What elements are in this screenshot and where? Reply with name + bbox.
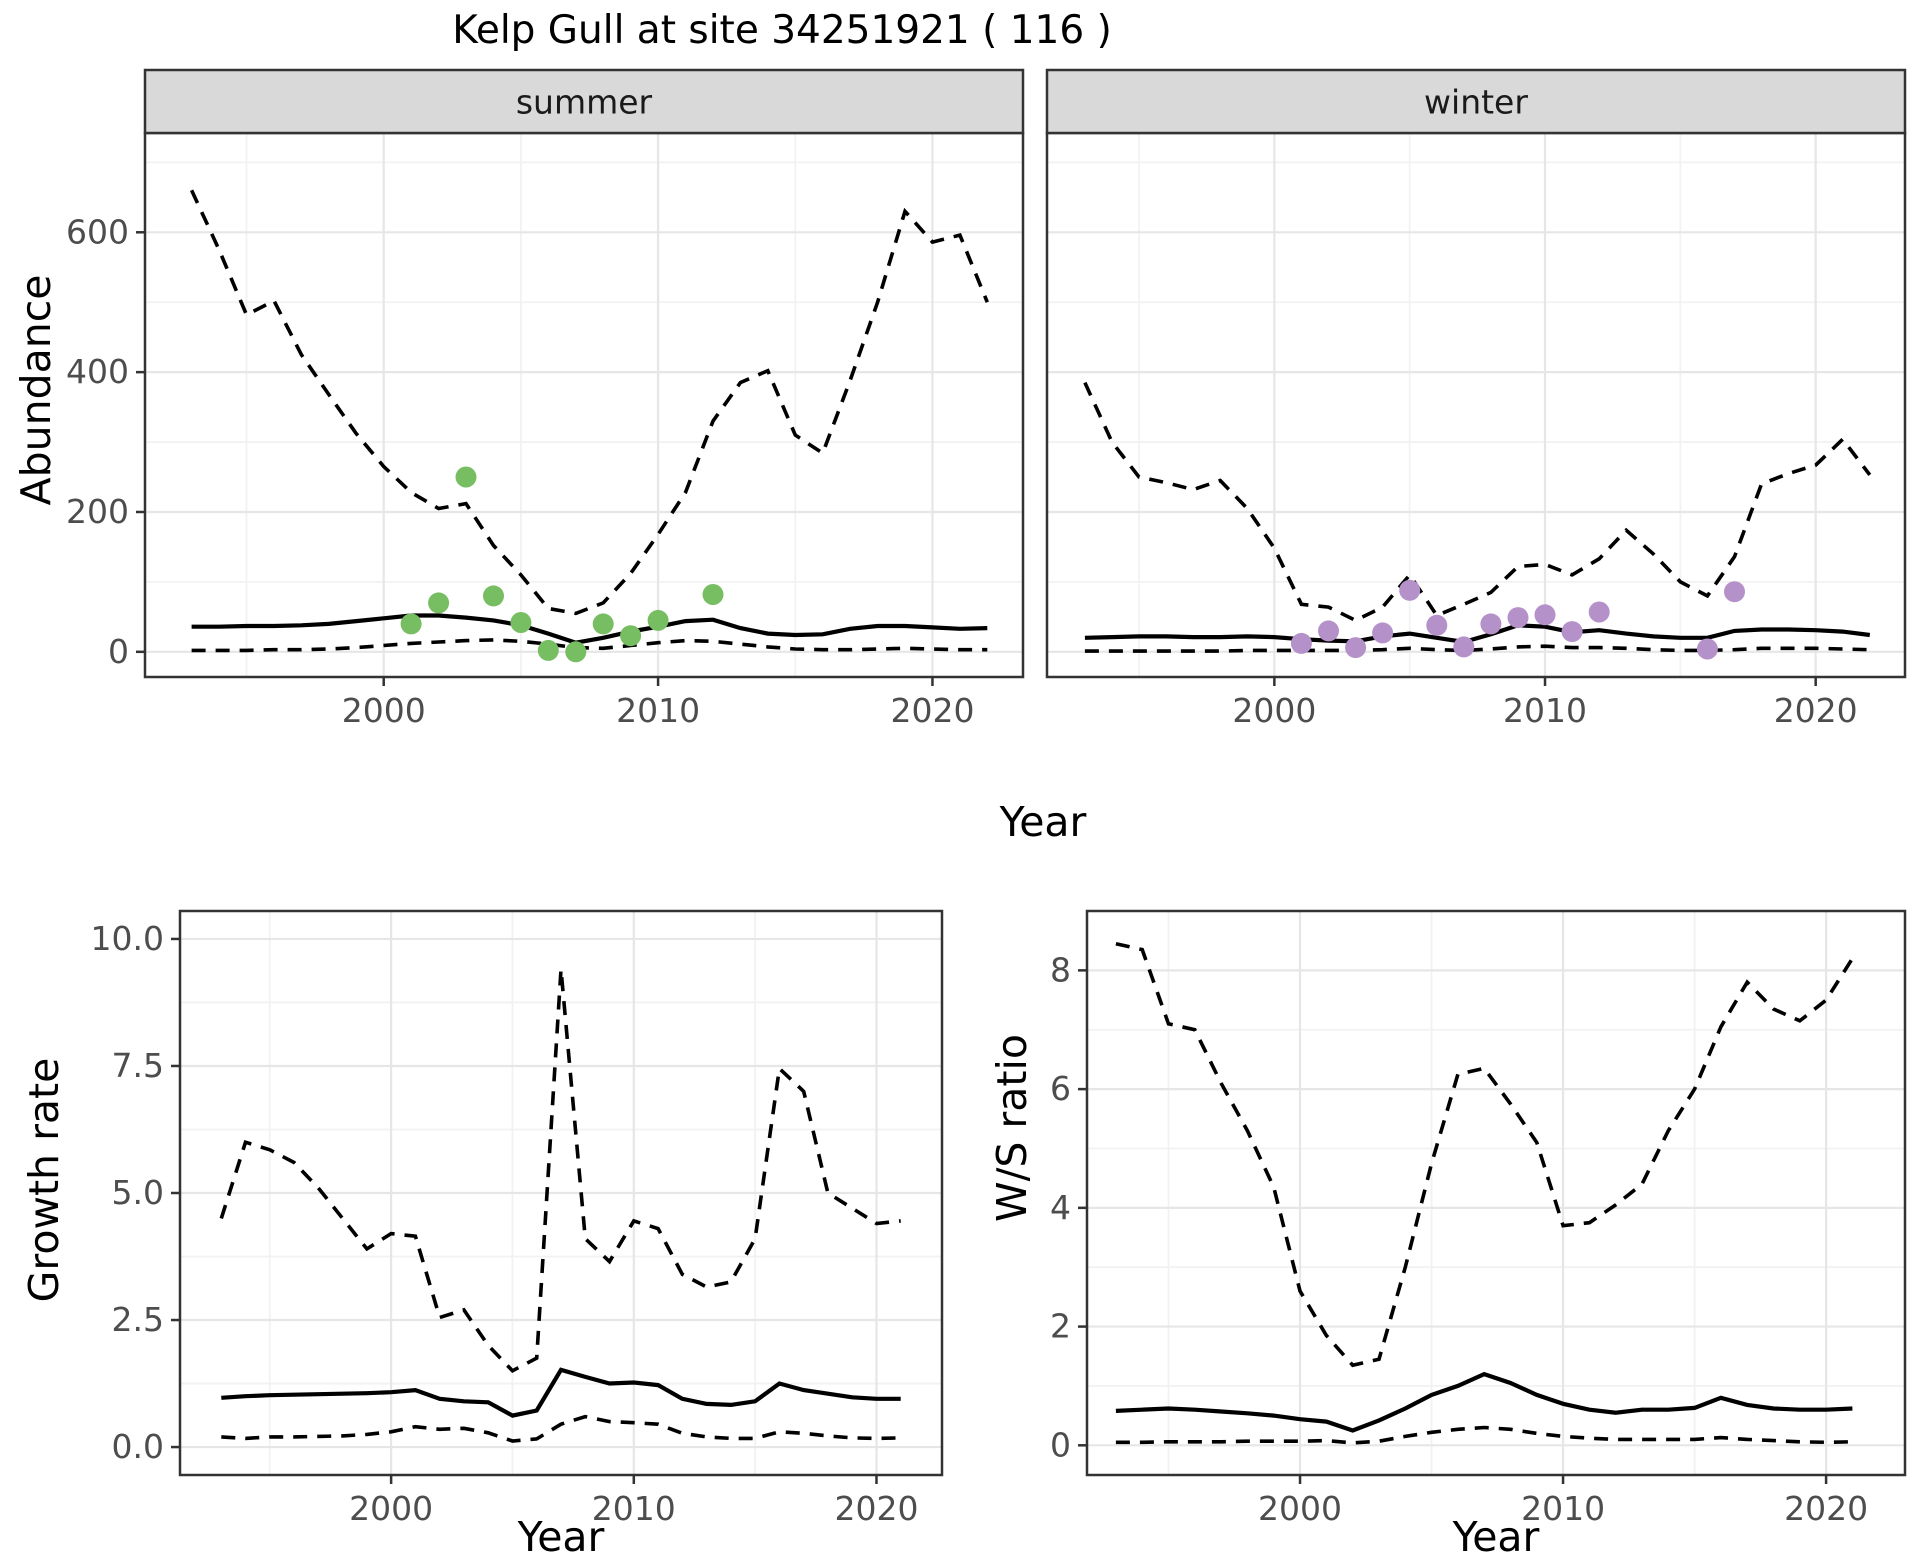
- observation-point-winter: [1318, 620, 1339, 642]
- lower_95ci-line-growth_rate: [221, 1414, 901, 1443]
- y-tick-label: 5.0: [112, 1173, 164, 1212]
- panel-growth_rate: 2000 2010 2020 0.0 2.5 5.0 7.5 10.0: [91, 909, 944, 1528]
- y-tick-label: 400: [66, 352, 129, 391]
- observation-point-summer: [592, 613, 614, 635]
- facet-strip-label-winter: winter: [1424, 83, 1528, 122]
- upper_95ci-line-summer: [189, 189, 989, 616]
- x-tick-label: 2000: [342, 691, 426, 730]
- x-tick-label: 2020: [834, 1489, 918, 1528]
- panel-winter: winter 2000 2010 2020: [1045, 68, 1907, 730]
- observation-point-summer: [510, 612, 532, 633]
- observation-point-winter: [1345, 637, 1367, 659]
- panel-ws_ratio: 2000 2010 2020 0 2 4 6 8: [1050, 909, 1907, 1528]
- observation-point-winter: [1507, 607, 1529, 629]
- y-tick-label: 8: [1050, 950, 1071, 989]
- x-tick-label: 2020: [1784, 1489, 1868, 1528]
- y-tick-label: 4: [1050, 1188, 1071, 1227]
- panel-bg-winter: [1047, 133, 1905, 677]
- x-tick-label: 2000: [1258, 1489, 1342, 1528]
- x-axis-label-year-bottom-right: Year: [1452, 1513, 1540, 1560]
- series-group-summer: [189, 189, 989, 653]
- observation-point-winter: [1588, 601, 1610, 623]
- upper_95ci-line-ws_ratio: [1115, 941, 1854, 1368]
- series-group-ws_ratio: [1115, 941, 1854, 1445]
- observation-point-winter: [1561, 621, 1583, 643]
- x-tick-label: 2000: [1232, 691, 1316, 730]
- observation-point-summer: [428, 592, 450, 614]
- median-line-summer: [191, 613, 988, 645]
- lower_95ci-line-ws_ratio: [1115, 1425, 1853, 1445]
- median-line-ws_ratio: [1115, 1371, 1853, 1433]
- observation-point-summer: [702, 584, 724, 605]
- y-tick-label: 0: [108, 632, 129, 671]
- observation-point-winter: [1534, 604, 1556, 626]
- observation-point-winter: [1480, 613, 1502, 635]
- panel-bg-summer: [145, 133, 1023, 677]
- y-axis-label-ws-ratio: W/S ratio: [988, 1034, 1036, 1222]
- x-tick-label: 2010: [616, 691, 700, 730]
- y-axis-label-abundance: Abundance: [12, 274, 60, 506]
- facet-strip-winter: [1045, 68, 1907, 135]
- observation-point-summer: [647, 609, 669, 631]
- series-group-winter: [1083, 381, 1872, 653]
- x-tick-label: 2000: [349, 1489, 433, 1528]
- y-tick-label: 200: [66, 492, 129, 531]
- y-tick-label: 2: [1050, 1307, 1071, 1346]
- y-tick-label: 0: [1050, 1425, 1071, 1464]
- observation-point-summer: [620, 625, 642, 647]
- x-axis-label-year-bottom-left: Year: [517, 1513, 605, 1560]
- y-tick-label: 10.0: [91, 919, 164, 958]
- lower_95ci-line-winter: [1084, 644, 1870, 653]
- y-tick-label: 0.0: [112, 1427, 164, 1466]
- facet-strip-label-summer: summer: [516, 83, 653, 122]
- x-tick-label: 2010: [1503, 691, 1587, 730]
- facet-strip-summer: [143, 68, 1025, 135]
- y-axis-label-growth-rate: Growth rate: [20, 1057, 68, 1303]
- observation-point-winter: [1372, 622, 1394, 644]
- panel-border-ws_ratio: [1085, 909, 1907, 1477]
- observation-point-winter: [1724, 581, 1745, 603]
- y-tick-label: 2.5: [112, 1300, 164, 1339]
- figure-title: Kelp Gull at site 34251921 ( 116 ): [452, 8, 1112, 53]
- observation-point-winter: [1426, 614, 1448, 636]
- x-tick-label: 2020: [1774, 691, 1858, 730]
- x-axis-label-year-top: Year: [999, 798, 1087, 846]
- panel-bg-ws_ratio: [1087, 911, 1905, 1475]
- x-tick-label: 2010: [1521, 1489, 1605, 1528]
- y-tick-label: 7.5: [112, 1046, 164, 1085]
- upper_95ci-line-winter: [1083, 381, 1872, 623]
- y-tick-label: 6: [1050, 1069, 1071, 1108]
- x-tick-label: 2010: [592, 1489, 676, 1528]
- panel-summer: summer 2000 2010 2020 0 200 400 600: [66, 68, 1025, 730]
- observation-point-summer: [565, 641, 587, 663]
- observation-point-summer: [483, 585, 504, 607]
- observation-point-summer: [455, 466, 477, 488]
- observation-point-winter: [1290, 632, 1312, 654]
- observation-point-summer: [537, 639, 559, 661]
- upper_95ci-line-growth_rate: [219, 969, 901, 1374]
- observation-point-summer: [400, 613, 422, 635]
- lower_95ci-line-summer: [191, 638, 988, 653]
- observation-point-winter: [1399, 579, 1421, 601]
- x-tick-label: 2020: [890, 691, 974, 730]
- series-group-growth_rate: [219, 969, 901, 1443]
- observation-point-winter: [1453, 636, 1475, 658]
- y-tick-label: 600: [66, 212, 129, 251]
- median-line-growth_rate: [221, 1367, 901, 1418]
- median-line-winter: [1084, 623, 1871, 645]
- observation-point-winter: [1696, 638, 1718, 660]
